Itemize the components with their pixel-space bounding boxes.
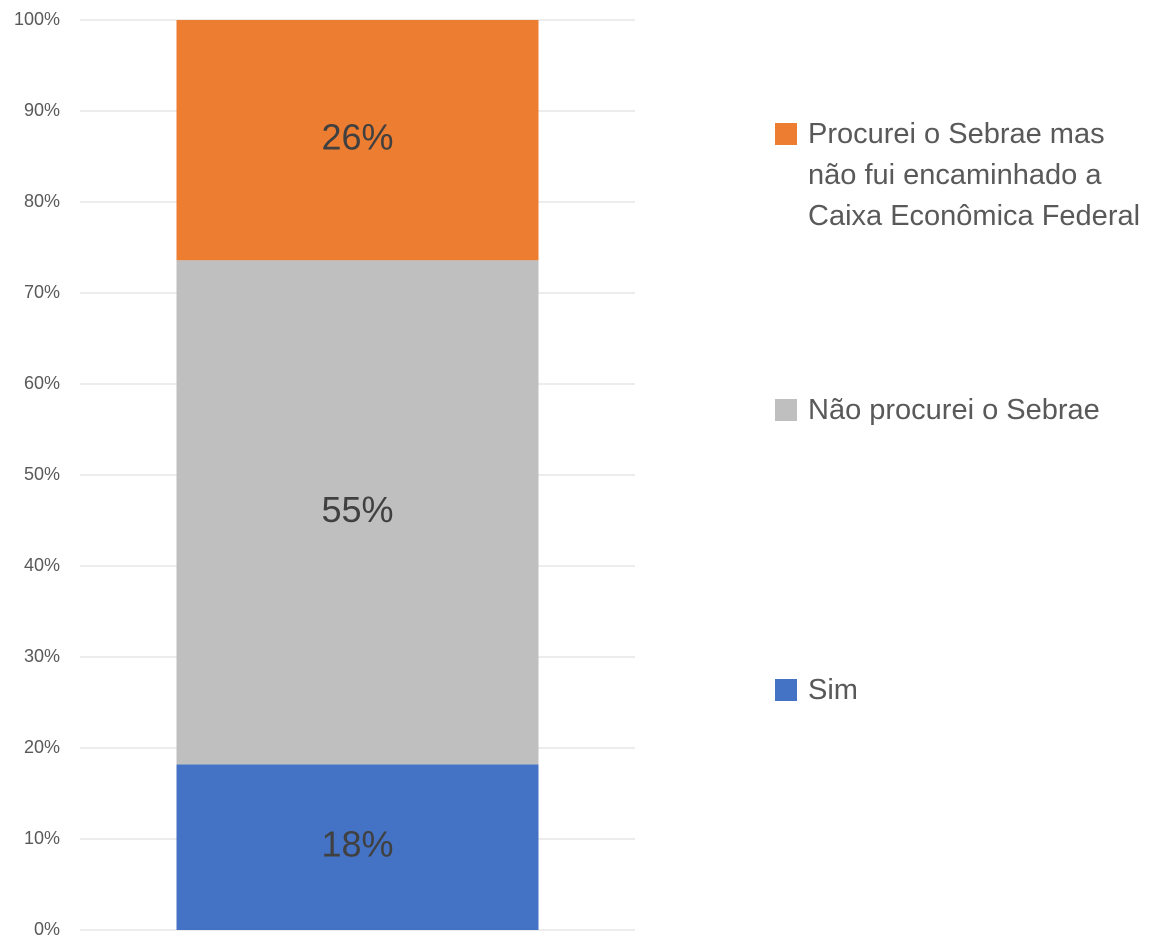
y-tick-label: 70% xyxy=(24,282,60,302)
legend-label: Sim xyxy=(808,674,858,706)
y-tick-label: 50% xyxy=(24,464,60,484)
legend-label: Não procurei o Sebrae xyxy=(808,394,1100,426)
legend-entry: Sim xyxy=(775,670,1155,711)
y-tick-label: 30% xyxy=(24,646,60,666)
legend-entry: Procurei o Sebrae mas não fui encaminhad… xyxy=(775,114,1155,237)
legend-swatch xyxy=(775,399,797,421)
y-tick-label: 60% xyxy=(24,373,60,393)
legend-label: Procurei o Sebrae mas não fui encaminhad… xyxy=(808,118,1141,232)
bar-segment xyxy=(176,764,539,930)
y-tick-label: 10% xyxy=(24,828,60,848)
y-tick-label: 80% xyxy=(24,191,60,211)
y-tick-label: 0% xyxy=(34,919,60,939)
bar-segment xyxy=(176,20,539,261)
y-tick-label: 100% xyxy=(14,9,60,29)
y-tick-label: 90% xyxy=(24,100,60,120)
data-label: 26% xyxy=(321,117,393,158)
data-label: 18% xyxy=(321,824,393,865)
y-tick-label: 20% xyxy=(24,737,60,757)
y-tick-label: 40% xyxy=(24,555,60,575)
legend-swatch xyxy=(775,679,797,701)
bar-segment xyxy=(176,260,539,765)
data-label: 55% xyxy=(321,489,393,530)
legend-swatch xyxy=(775,123,797,145)
legend-entry: Não procurei o Sebrae xyxy=(775,390,1155,431)
